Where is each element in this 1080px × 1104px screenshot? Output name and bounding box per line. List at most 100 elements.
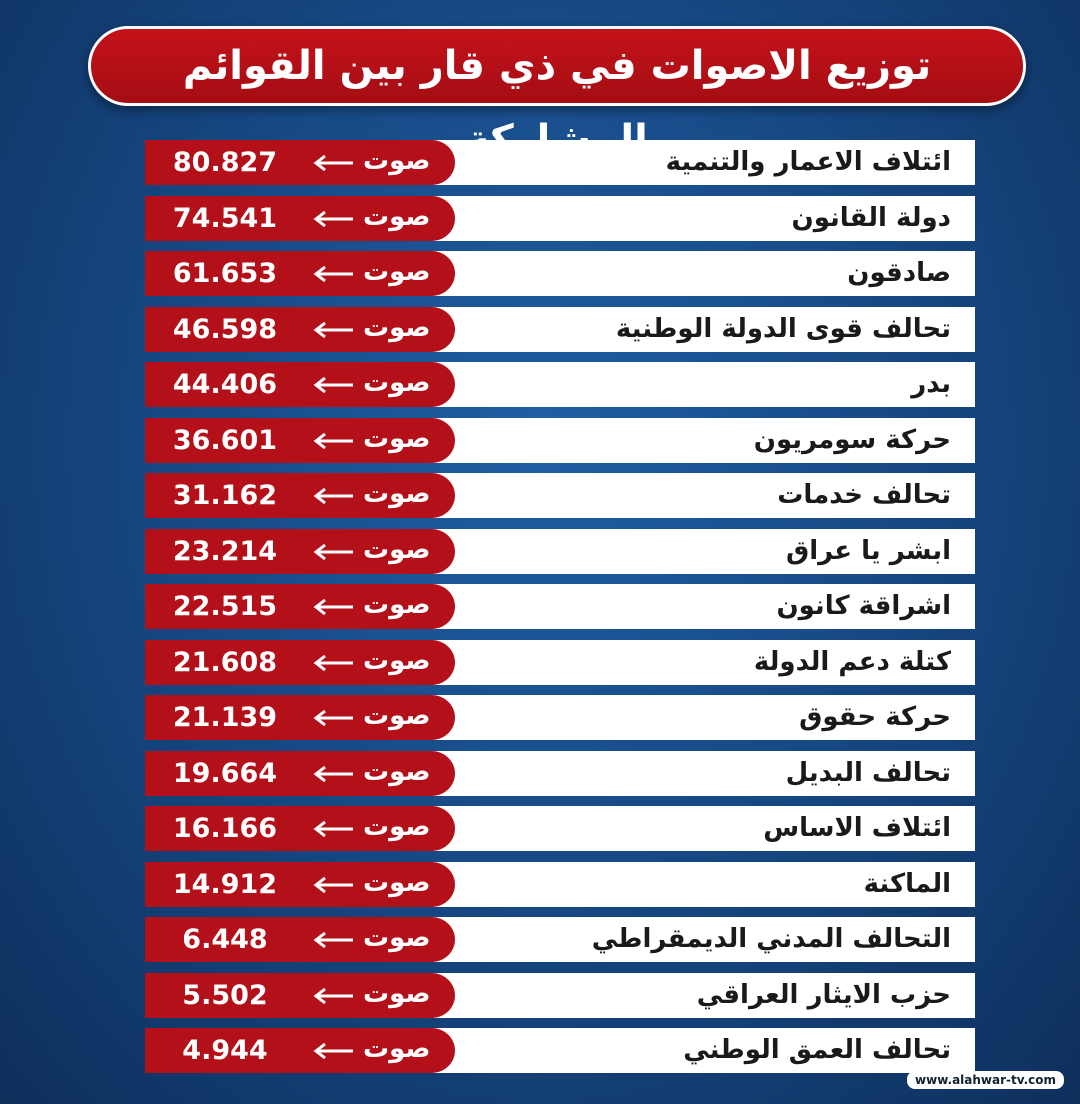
list-name: الماكنة: [863, 868, 951, 899]
arrow-shape: [313, 321, 353, 338]
arrow-shape: [313, 376, 353, 394]
arrow-shape: [313, 265, 353, 283]
list-name: ائتلاف الاعمار والتنمية: [665, 147, 951, 177]
arrow-icon: [313, 765, 353, 782]
unit-label: صوت: [363, 368, 431, 398]
vote-count: 19.664: [172, 757, 278, 789]
list-name: بدر: [911, 369, 951, 399]
arrow-shape: [313, 154, 353, 172]
arrow-shape: [313, 876, 353, 893]
vote-cell: صوت 4.944: [145, 1028, 455, 1073]
table-row: صوت 31.162 تحالف خدمات: [145, 473, 975, 518]
table-row: صوت 74.541 دولة القانون: [145, 195, 975, 241]
table-row: صوت 36.601 حركة سومريون: [145, 417, 975, 463]
list-name: ابشر يا عراق: [785, 535, 951, 566]
vote-count: 44.406: [172, 369, 278, 400]
list-name: التحالف المدني الديمقراطي: [591, 924, 951, 954]
arrow-shape: [313, 1042, 353, 1060]
list-name: حزب الايثار العراقي: [696, 979, 951, 1010]
unit-label: صوت: [363, 312, 431, 343]
vote-count: 21.608: [172, 646, 278, 678]
list-name: حركة حقوق: [799, 702, 951, 732]
unit-label: صوت: [363, 534, 431, 565]
vote-cell: صوت 74.541: [145, 195, 455, 241]
vote-count: 21.139: [172, 702, 278, 733]
list-name: اشراقة كانون: [776, 591, 951, 621]
arrow-shape: [313, 487, 353, 505]
arrow-icon: [313, 598, 353, 616]
vote-cell: صوت 5.502: [145, 972, 455, 1018]
vote-cell: صوت 21.139: [145, 695, 455, 740]
table-row: صوت 46.598 تحالف قوى الدولة الوطنية: [145, 306, 975, 352]
vote-cell: صوت 6.448: [145, 917, 455, 962]
vote-cell: صوت 46.598: [145, 306, 455, 352]
unit-label: صوت: [363, 923, 431, 953]
vote-cell: صوت 80.827: [145, 140, 455, 185]
vote-count: 5.502: [182, 979, 268, 1011]
arrow-icon: [313, 210, 353, 227]
list-name: كتلة دعم الدولة: [753, 646, 951, 677]
arrow-shape: [313, 765, 353, 782]
table-row: صوت 6.448 التحالف المدني الديمقراطي: [145, 917, 975, 962]
arrow-shape: [313, 987, 353, 1004]
table-row: صوت 19.664 تحالف البديل: [145, 750, 975, 796]
arrow-shape: [313, 709, 353, 727]
unit-label: صوت: [363, 812, 431, 842]
arrow-shape: [313, 210, 353, 227]
unit-label: صوت: [363, 257, 431, 287]
vote-count: 74.541: [172, 202, 278, 234]
arrow-icon: [313, 432, 353, 449]
list-name: دولة القانون: [791, 202, 952, 233]
arrow-icon: [313, 820, 353, 838]
vote-cell: صوت 14.912: [145, 861, 455, 907]
list-name: صادقون: [847, 258, 951, 288]
arrow-shape: [313, 598, 353, 616]
table-row: صوت 21.608 كتلة دعم الدولة: [145, 639, 975, 685]
arrow-icon: [313, 987, 353, 1004]
arrow-icon: [313, 376, 353, 394]
arrow-icon: [313, 931, 353, 949]
vote-cell: صوت 61.653: [145, 251, 455, 296]
vote-count: 23.214: [172, 535, 278, 567]
arrow-icon: [313, 1042, 353, 1060]
unit-label: صوت: [363, 978, 431, 1009]
vote-cell: صوت 21.608: [145, 639, 455, 685]
unit-label: صوت: [363, 590, 431, 620]
vote-count: 22.515: [172, 591, 278, 622]
table-row: صوت 14.912 الماكنة: [145, 861, 975, 907]
arrow-icon: [313, 709, 353, 727]
arrow-icon: [313, 321, 353, 338]
unit-label: صوت: [363, 645, 431, 676]
table-row: صوت 61.653 صادقون: [145, 251, 975, 296]
arrow-icon: [313, 265, 353, 283]
unit-label: صوت: [363, 479, 431, 509]
unit-label: صوت: [363, 146, 431, 176]
vote-count: 36.601: [172, 424, 278, 456]
vote-count: 4.944: [182, 1035, 268, 1066]
arrow-icon: [313, 154, 353, 172]
table-row: صوت 44.406 بدر: [145, 362, 975, 407]
table-row: صوت 16.166 ائتلاف الاساس: [145, 806, 975, 851]
list-name: تحالف العمق الوطني: [683, 1035, 951, 1065]
title: توزيع الاصوات في ذي قار بين القوائم المش…: [88, 26, 1026, 163]
list-name: تحالف البديل: [785, 757, 951, 788]
table-row: صوت 5.502 حزب الايثار العراقي: [145, 972, 975, 1018]
list-name: تحالف خدمات: [777, 480, 951, 510]
arrow-shape: [313, 931, 353, 949]
watermark: www.alahwar-tv.com: [907, 1071, 1064, 1089]
vote-cell: صوت 16.166: [145, 806, 455, 851]
vote-count: 80.827: [172, 147, 278, 178]
unit-label: صوت: [363, 201, 431, 232]
arrow-shape: [313, 543, 353, 560]
arrow-shape: [313, 820, 353, 838]
vote-cell: صوت 36.601: [145, 417, 455, 463]
arrow-icon: [313, 543, 353, 560]
unit-label: صوت: [363, 867, 431, 898]
list-name: تحالف قوى الدولة الوطنية: [615, 313, 951, 344]
list-name: ائتلاف الاساس: [763, 813, 951, 843]
table-row: صوت 21.139 حركة حقوق: [145, 695, 975, 740]
vote-count: 61.653: [172, 258, 278, 289]
unit-label: صوت: [363, 1034, 431, 1064]
vote-cell: صوت 31.162: [145, 473, 455, 518]
